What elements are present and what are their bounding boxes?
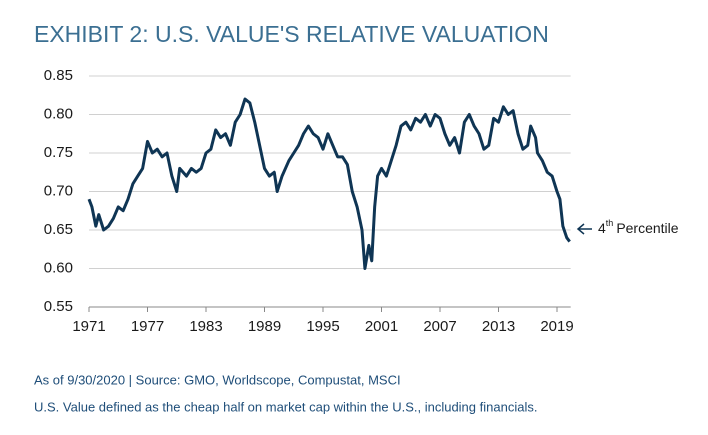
y-tick-label: 0.75	[44, 144, 73, 161]
annotation-superscript: th	[606, 218, 614, 228]
x-tick-label: 2019	[540, 318, 573, 335]
y-tick-label: 0.85	[44, 67, 73, 84]
y-tick-label: 0.65	[44, 221, 73, 238]
data-line	[87, 97, 571, 270]
x-tick-label: 1977	[131, 318, 164, 335]
annotation-number: 4	[598, 220, 606, 236]
annotation: 4th Percentile	[598, 218, 679, 235]
x-tick-label: 1995	[306, 318, 339, 335]
y-tick-label: 0.80	[44, 105, 73, 122]
chart-title: EXHIBIT 2: U.S. VALUE'S RELATIVE VALUATI…	[34, 21, 549, 47]
x-tick-label: 2007	[423, 318, 456, 335]
annotation-arrow	[576, 223, 592, 235]
footnote: U.S. Value defined as the cheap half on …	[34, 399, 537, 414]
x-tick-label: 1989	[248, 318, 281, 335]
x-tick-label: 2013	[482, 318, 515, 335]
x-tick-label: 1971	[72, 318, 105, 335]
x-tick-label: 2001	[365, 318, 398, 335]
y-tick-label: 0.55	[44, 298, 73, 315]
y-tick-label: 0.70	[44, 182, 73, 199]
annotation-text: Percentile	[616, 220, 678, 236]
y-tick-label: 0.60	[44, 259, 73, 276]
source-note: As of 9/30/2020 | Source: GMO, Worldscop…	[34, 372, 401, 387]
x-tick-label: 1983	[189, 318, 222, 335]
